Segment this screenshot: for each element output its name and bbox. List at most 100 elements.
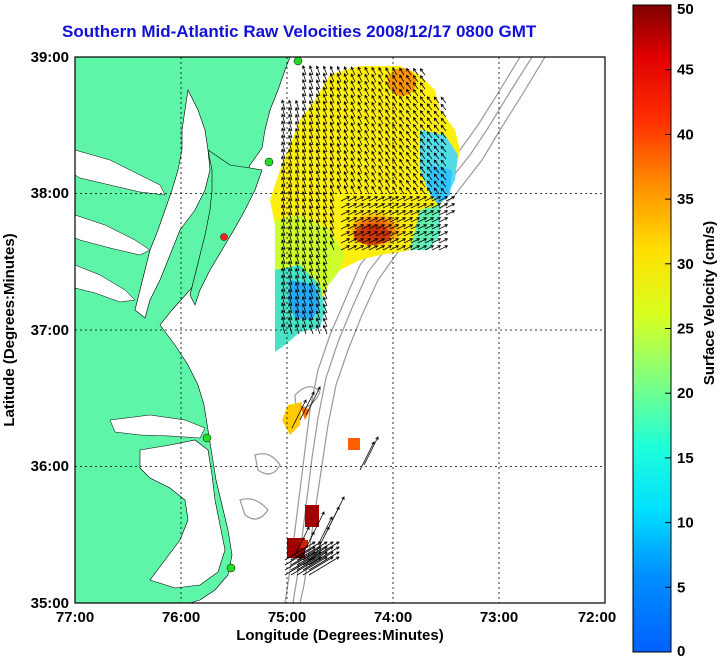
current-vector: [288, 204, 293, 216]
current-vector: [308, 289, 314, 300]
current-vector: [281, 169, 286, 181]
current-vector: [433, 173, 440, 181]
current-vector: [288, 309, 293, 321]
current-vector: [295, 183, 300, 195]
current-vector: [364, 150, 370, 160]
current-vector: [431, 245, 442, 251]
current-vector: [433, 138, 440, 146]
current-vector: [371, 122, 377, 132]
current-vector: [371, 178, 377, 188]
y-tick-label: 39:00: [31, 49, 69, 66]
current-vector: [350, 94, 356, 104]
current-vector: [308, 546, 340, 566]
current-vector: [371, 108, 377, 118]
current-vector: [302, 281, 307, 293]
current-vector: [329, 170, 335, 181]
current-vector: [357, 115, 363, 125]
current-vector: [350, 136, 356, 146]
current-vector: [308, 170, 314, 181]
current-vector: [357, 80, 363, 90]
current-vector: [281, 141, 286, 153]
current-vector: [315, 142, 321, 153]
current-vector: [419, 117, 426, 125]
current-vector: [357, 129, 363, 139]
current-vector: [382, 210, 393, 216]
current-vector: [329, 240, 335, 251]
current-vector: [288, 232, 293, 244]
current-vector: [406, 179, 412, 188]
current-vector: [308, 128, 314, 139]
current-vector: [315, 240, 321, 251]
current-vector: [396, 210, 407, 216]
current-vector: [413, 130, 419, 139]
current-vector: [288, 323, 293, 335]
current-vector: [357, 87, 363, 97]
current-vector: [329, 100, 335, 111]
current-vector: [281, 148, 286, 160]
current-vector: [378, 122, 384, 132]
current-vector: [350, 150, 356, 160]
current-vector: [431, 231, 442, 237]
current-vector: [340, 224, 351, 230]
current-vector: [413, 165, 419, 174]
current-vector: [433, 152, 440, 160]
current-vector: [302, 169, 307, 181]
current-vector: [281, 316, 286, 328]
current-vector: [295, 106, 300, 118]
current-vector: [288, 99, 293, 111]
current-vector: [343, 115, 349, 125]
plot-frame: [74, 56, 606, 604]
current-vector: [347, 245, 358, 251]
current-vector: [371, 136, 377, 146]
current-vector: [357, 66, 363, 76]
current-vector: [354, 238, 365, 244]
current-vector: [281, 309, 286, 321]
current-vector: [347, 217, 358, 223]
current-vector: [308, 261, 314, 272]
current-vector: [364, 80, 370, 90]
current-vector: [406, 137, 412, 146]
current-vector: [410, 231, 421, 237]
current-vector: [433, 159, 440, 167]
current-vector: [329, 177, 335, 188]
current-vector: [433, 131, 440, 139]
current-vector: [343, 73, 349, 83]
current-vector: [406, 130, 412, 139]
bay-inlet: [75, 214, 151, 256]
current-vector: [308, 205, 314, 216]
current-vector: [440, 124, 447, 132]
current-vector: [315, 198, 321, 209]
colorbar-tick-label: 40: [677, 126, 694, 143]
current-vector: [317, 516, 333, 546]
current-vector: [364, 136, 370, 146]
current-vector: [413, 88, 419, 97]
current-vector: [364, 73, 370, 83]
current-vector: [288, 148, 293, 160]
current-vector: [364, 164, 370, 174]
current-vector: [315, 268, 321, 279]
current-vector: [302, 232, 307, 244]
current-vector: [354, 231, 365, 237]
current-vector: [364, 122, 370, 132]
current-vector: [385, 165, 391, 174]
current-vector: [288, 253, 293, 265]
current-vector: [295, 113, 300, 125]
current-vector: [406, 158, 412, 167]
current-vector: [417, 196, 428, 202]
current-vector: [315, 114, 321, 125]
current-vector: [410, 196, 421, 202]
current-vector: [295, 197, 300, 209]
current-vector: [281, 302, 286, 314]
current-vector: [302, 546, 334, 566]
current-vector: [406, 81, 412, 90]
current-vector: [385, 130, 391, 139]
current-vector: [417, 224, 428, 230]
current-vector: [410, 217, 421, 223]
current-vector: [413, 137, 419, 146]
current-vector: [315, 226, 321, 237]
current-vector: [410, 224, 421, 230]
current-vector: [329, 142, 335, 153]
current-vector: [433, 187, 440, 195]
y-axis-label: Latitude (Degrees:Minutes): [1, 233, 18, 426]
current-vector: [315, 324, 321, 335]
